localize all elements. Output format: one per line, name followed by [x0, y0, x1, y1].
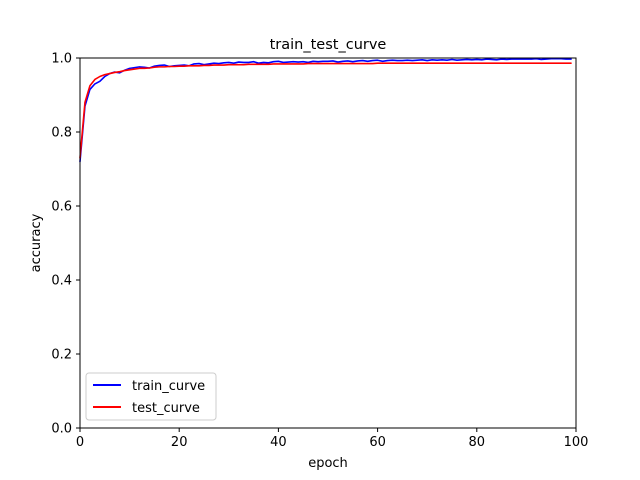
x-axis-ticks: 0 20 40 60 80 100 — [76, 428, 589, 450]
y-tick-label: 0.8 — [51, 126, 72, 141]
x-tick-label: 20 — [171, 435, 188, 450]
legend: train_curve test_curve — [85, 372, 217, 421]
legend-label-train: train_curve — [132, 379, 205, 394]
legend-label-test: test_curve — [132, 401, 200, 416]
x-tick-label: 0 — [76, 435, 84, 450]
y-tick-label: 0.4 — [51, 274, 72, 289]
y-tick-label: 0.6 — [51, 200, 72, 215]
chart-title: train_test_curve — [270, 37, 387, 53]
x-tick-label: 40 — [270, 435, 287, 450]
y-axis-label: accuracy — [29, 213, 44, 272]
series-line-train_curve — [79, 57, 572, 163]
series-layer — [79, 57, 572, 163]
plot-area — [79, 57, 577, 429]
x-tick-label: 100 — [564, 435, 589, 450]
y-tick-label: 0.2 — [51, 348, 72, 363]
y-axis-ticks: 0.0 0.2 0.4 0.6 0.8 1.0 — [51, 52, 80, 437]
x-tick-label: 60 — [369, 435, 386, 450]
y-tick-label: 1.0 — [51, 52, 72, 67]
series-line-test_curve — [79, 62, 572, 159]
x-tick-label: 80 — [469, 435, 486, 450]
x-axis-label: epoch — [308, 456, 348, 471]
plot-frame — [79, 57, 577, 429]
y-tick-label: 0.0 — [51, 422, 72, 437]
